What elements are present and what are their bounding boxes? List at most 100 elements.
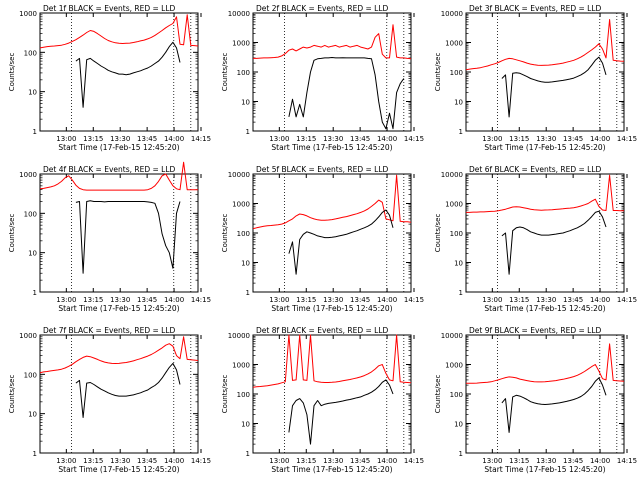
x-tick-label: 13:15 bbox=[509, 457, 529, 465]
y-tick-label: 1000 bbox=[19, 10, 37, 18]
x-tick-label: 13:30 bbox=[110, 457, 130, 465]
y-tick-label: 10000 bbox=[228, 171, 250, 179]
x-tick-label: 13:15 bbox=[83, 135, 103, 143]
y-tick-label: 1000 bbox=[445, 201, 463, 209]
events-series-line bbox=[75, 362, 181, 418]
x-tick-label: 13:30 bbox=[110, 296, 130, 304]
y-axis-title: Counts/sec bbox=[221, 375, 229, 414]
y-tick-label: 1000 bbox=[232, 40, 250, 48]
y-tick-label: 10 bbox=[241, 260, 250, 268]
x-tick-label: 13:30 bbox=[110, 135, 130, 143]
lld-series-line bbox=[253, 24, 412, 60]
chart-title: Det 1f BLACK = Events, RED = LLD bbox=[43, 4, 176, 13]
events-series-line bbox=[501, 210, 607, 275]
x-axis-title: Start Time (17-Feb-15 12:45:20) bbox=[484, 465, 605, 474]
x-tick-label: 13:45 bbox=[563, 135, 583, 143]
plot-frame bbox=[252, 334, 412, 454]
y-tick-label: 100 bbox=[237, 69, 250, 77]
y-tick-label: 10 bbox=[241, 99, 250, 107]
y-tick-label: 100 bbox=[24, 371, 37, 379]
x-tick-label: 13:45 bbox=[350, 457, 370, 465]
panel-det-1: Det 1f BLACK = Events, RED = LLD 1 10 100 10… bbox=[8, 4, 211, 152]
x-tick-label: 14:15 bbox=[404, 457, 424, 465]
events-series-line bbox=[501, 56, 607, 118]
x-tick-label: 13:30 bbox=[323, 135, 343, 143]
y-tick-label: 10000 bbox=[228, 10, 250, 18]
y-tick-label: 1 bbox=[33, 450, 37, 458]
chart-title: Det 7f BLACK = Events, RED = LLD bbox=[43, 326, 176, 335]
plot-frame bbox=[465, 12, 625, 132]
x-tick-label: 14:15 bbox=[404, 296, 424, 304]
x-tick-label: 13:00 bbox=[56, 296, 76, 304]
lld-series-line bbox=[252, 334, 412, 388]
lld-series-line bbox=[465, 19, 625, 71]
events-series-line bbox=[75, 41, 181, 108]
y-tick-label: 100 bbox=[450, 391, 463, 399]
plot-frame bbox=[39, 334, 199, 454]
x-axis-title: Start Time (17-Feb-15 12:45:20) bbox=[484, 143, 605, 152]
x-tick-label: 14:00 bbox=[164, 457, 184, 465]
x-tick-label: 13:00 bbox=[56, 135, 76, 143]
y-tick-label: 1000 bbox=[19, 171, 37, 179]
y-tick-label: 1000 bbox=[232, 362, 250, 370]
y-axis-title: Counts/sec bbox=[221, 53, 229, 92]
plot-frame bbox=[39, 173, 199, 293]
plot-frame bbox=[252, 12, 412, 132]
lld-series-line bbox=[466, 174, 624, 213]
y-tick-label: 1000 bbox=[19, 332, 37, 340]
y-tick-label: 10000 bbox=[441, 10, 463, 18]
y-tick-label: 100 bbox=[24, 49, 37, 57]
panel-det-3: Det 3f BLACK = Events, RED = LLD 1 10 100 10… bbox=[434, 4, 637, 152]
chart-title: Det 8f BLACK = Events, RED = LLD bbox=[256, 326, 389, 335]
x-tick-label: 13:30 bbox=[323, 296, 343, 304]
x-tick-label: 13:45 bbox=[563, 457, 583, 465]
x-tick-label: 14:00 bbox=[590, 457, 610, 465]
x-tick-label: 13:15 bbox=[83, 296, 103, 304]
y-tick-label: 1 bbox=[459, 450, 463, 458]
y-tick-label: 1 bbox=[246, 128, 250, 136]
y-axis-title: Counts/sec bbox=[8, 214, 16, 253]
y-tick-label: 100 bbox=[237, 391, 250, 399]
x-tick-label: 13:00 bbox=[482, 135, 502, 143]
panel-det-5: Det 5f BLACK = Events, RED = LLD 1 10 100 10… bbox=[221, 165, 424, 313]
x-tick-label: 13:45 bbox=[137, 296, 157, 304]
x-tick-label: 14:00 bbox=[377, 457, 397, 465]
y-tick-label: 100 bbox=[24, 210, 37, 218]
x-tick-label: 13:45 bbox=[350, 135, 370, 143]
y-tick-label: 10000 bbox=[441, 171, 463, 179]
x-tick-label: 14:15 bbox=[404, 135, 424, 143]
y-axis-title: Counts/sec bbox=[434, 53, 442, 92]
x-tick-label: 13:15 bbox=[509, 296, 529, 304]
plot-frame bbox=[252, 173, 412, 293]
plot-frame bbox=[465, 334, 625, 454]
y-tick-label: 1000 bbox=[232, 201, 250, 209]
lld-series-line bbox=[39, 336, 199, 374]
x-axis-title: Start Time (17-Feb-15 12:45:20) bbox=[58, 304, 179, 313]
x-tick-label: 13:45 bbox=[137, 135, 157, 143]
x-tick-label: 13:15 bbox=[509, 135, 529, 143]
panel-det-6: Det 6f BLACK = Events, RED = LLD 1 10 100 10… bbox=[434, 165, 637, 313]
lld-series-line bbox=[252, 174, 412, 230]
y-tick-label: 1 bbox=[33, 289, 37, 297]
chart-title: Det 9f BLACK = Events, RED = LLD bbox=[469, 326, 602, 335]
x-tick-label: 13:30 bbox=[323, 457, 343, 465]
y-tick-label: 1 bbox=[246, 289, 250, 297]
x-axis-title: Start Time (17-Feb-15 12:45:20) bbox=[271, 304, 392, 313]
y-tick-label: 10000 bbox=[441, 332, 463, 340]
x-tick-label: 13:30 bbox=[536, 296, 556, 304]
chart-title: Det 6f BLACK = Events, RED = LLD bbox=[469, 165, 602, 174]
panel-det-7: Det 7f BLACK = Events, RED = LLD 1 10 100 10… bbox=[8, 326, 211, 474]
plot-frame bbox=[39, 12, 199, 132]
x-tick-label: 13:00 bbox=[269, 135, 289, 143]
y-tick-label: 1000 bbox=[445, 40, 463, 48]
x-axis-title: Start Time (17-Feb-15 12:45:20) bbox=[58, 143, 179, 152]
events-series-line bbox=[288, 379, 394, 445]
x-axis-title: Start Time (17-Feb-15 12:45:20) bbox=[484, 304, 605, 313]
events-series-line bbox=[288, 209, 394, 275]
x-tick-label: 13:45 bbox=[563, 296, 583, 304]
x-tick-label: 13:30 bbox=[536, 135, 556, 143]
x-tick-label: 14:15 bbox=[191, 135, 211, 143]
panel-det-4: Det 4f BLACK = Events, RED = LLD 1 10 100 10… bbox=[8, 161, 211, 313]
lld-series-line bbox=[466, 343, 625, 384]
y-axis-title: Counts/sec bbox=[8, 53, 16, 92]
